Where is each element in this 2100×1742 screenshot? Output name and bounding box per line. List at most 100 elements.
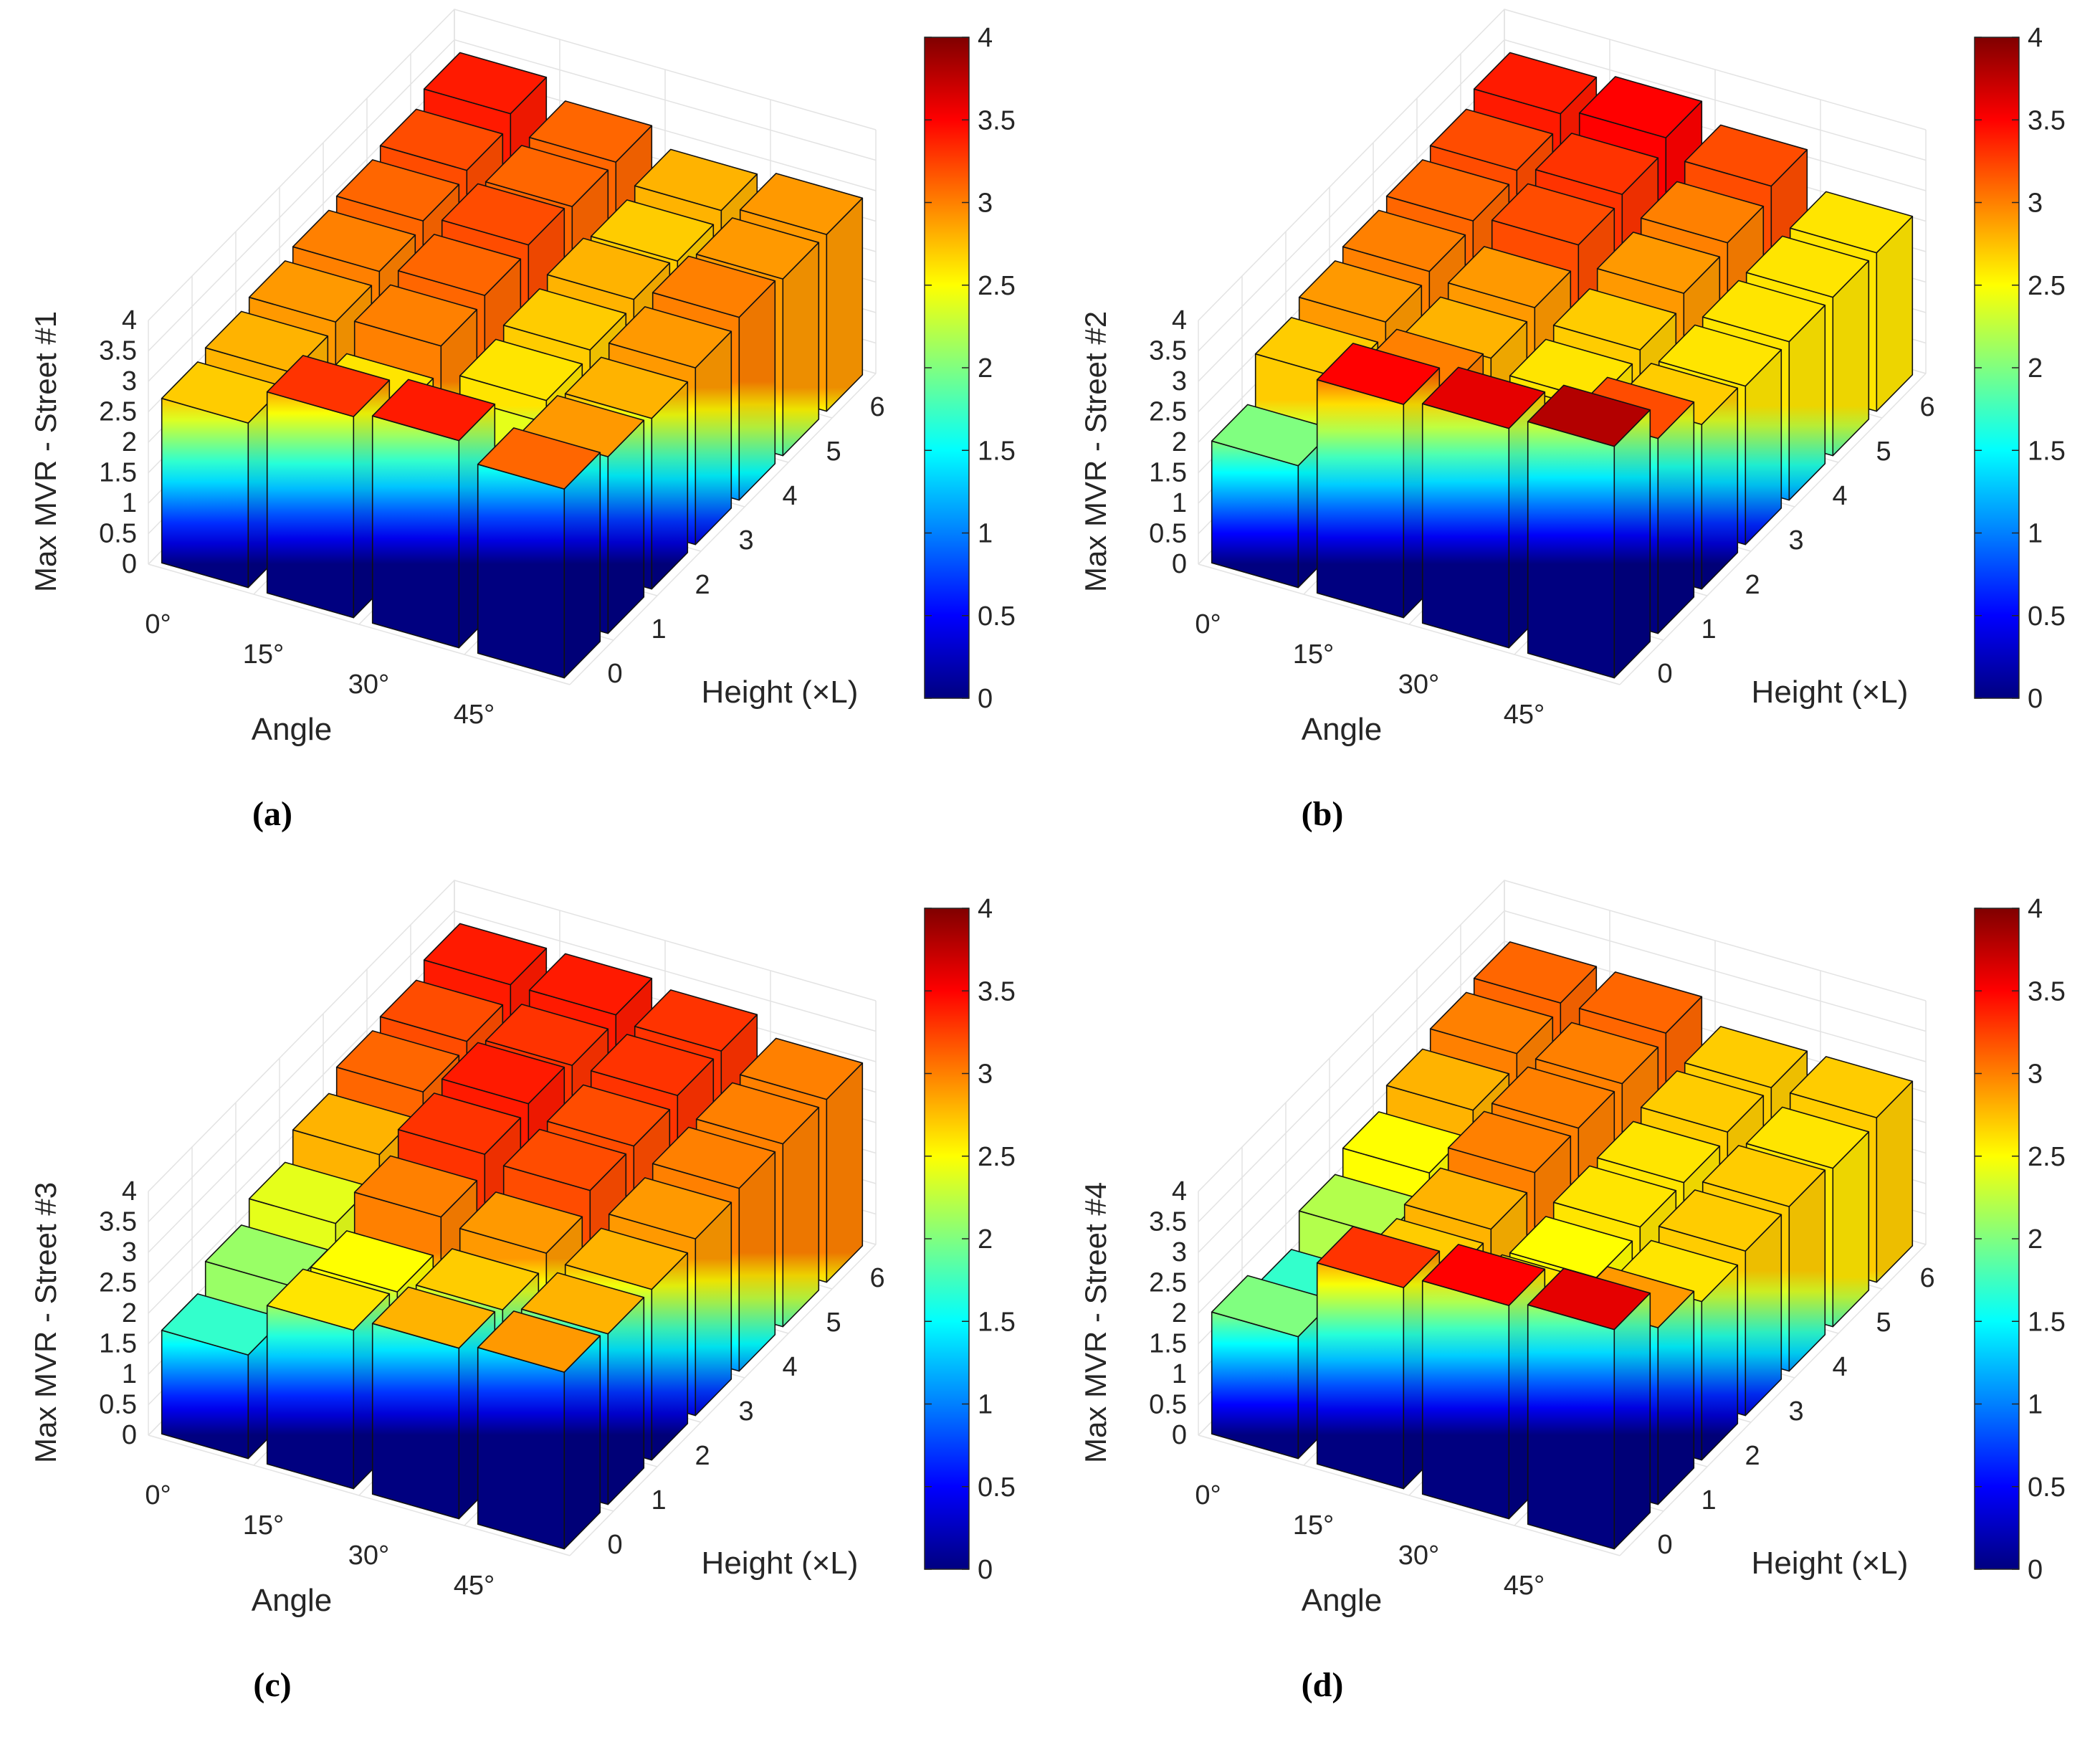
bar-top-face: [739, 173, 864, 235]
colorbar-tick-label: 3.5: [2028, 976, 2066, 1006]
colorbar-tick-label: 3.5: [978, 976, 1016, 1006]
y-tick-label: 6: [1920, 1263, 1935, 1293]
grid-line: [148, 563, 571, 685]
bar-top-face: [1578, 76, 1703, 138]
bar-front-face: [1527, 1304, 1615, 1550]
x-tick-label: 45°: [454, 1571, 495, 1601]
y-tick-label: 4: [783, 481, 798, 511]
bar: [371, 1286, 496, 1520]
bar-front-face: [1527, 421, 1615, 679]
z-tick-label: 3: [1172, 366, 1187, 396]
colorbar-tick-label: 0.5: [978, 1472, 1016, 1503]
bar-top-face: [528, 100, 653, 163]
bar-top-face: [266, 355, 391, 417]
z-tick-label: 2.5: [99, 397, 137, 427]
y-tick-label: 2: [1745, 570, 1760, 600]
bar-top-face: [1596, 232, 1721, 294]
y-tick-label: 2: [695, 1441, 710, 1471]
bar-top-face: [520, 1272, 645, 1335]
bar-top-face: [1429, 108, 1554, 171]
z-tick-label: 0: [1172, 549, 1187, 579]
bar-front-face: [371, 415, 460, 649]
x-tick-label: 15°: [1293, 1510, 1334, 1541]
bars: [161, 923, 864, 1550]
bar-front-face: [477, 463, 565, 679]
bar-side-face: [1613, 409, 1651, 679]
bar-top-face: [546, 237, 671, 300]
bar-top-face: [546, 1084, 671, 1147]
bar-top-face: [441, 1042, 565, 1105]
y-axis-label: Height (×L): [702, 675, 859, 710]
bar-top-face: [397, 1093, 522, 1155]
bar-front-face: [1421, 403, 1510, 649]
bar-top-face: [739, 1037, 864, 1100]
bar: [1527, 1267, 1651, 1550]
bar-top-face: [441, 183, 565, 246]
bar-side-face: [826, 1062, 864, 1283]
x-tick-label: 0°: [1195, 1480, 1221, 1510]
colorbar-tick-label: 0.5: [978, 601, 1016, 632]
y-tick-label: 5: [826, 437, 841, 467]
z-axis-label: Max MVR - Street #4: [1079, 1182, 1112, 1463]
bar-top-face: [1552, 1165, 1677, 1228]
bar-side-face: [607, 419, 645, 634]
z-tick-label: 1: [1172, 1359, 1187, 1389]
y-tick-label: 3: [1789, 525, 1804, 556]
z-tick-label: 4: [1172, 305, 1187, 335]
y-tick-label: 0: [1658, 659, 1673, 689]
bar-side-face: [563, 452, 601, 679]
z-tick-label: 3.5: [99, 1207, 137, 1237]
x-tick-label: 45°: [454, 700, 495, 730]
z-tick-label: 2: [122, 427, 137, 457]
y-tick-label: 2: [1745, 1441, 1760, 1471]
y-tick-label: 3: [739, 1396, 754, 1427]
y-tick-label: 5: [1876, 437, 1891, 467]
bar-top-face: [1789, 191, 1914, 254]
z-tick-label: 0.5: [1149, 1390, 1187, 1420]
colorbar-tick-label: 1: [978, 1390, 993, 1420]
bar-front-face: [266, 391, 355, 619]
panel-label: (a): [252, 795, 292, 833]
z-axis-label: Max MVR - Street #1: [29, 311, 62, 592]
bar-side-face: [738, 1151, 776, 1372]
z-tick-label: 0: [122, 1420, 137, 1450]
colorbar: 0 0.5 1 1.5 2 2.5 3 3.5 4: [1974, 23, 2066, 714]
bar-side-face: [782, 1106, 820, 1328]
bar-top-face: [477, 1310, 601, 1373]
panel-c: 0 0.5 1 1.5 2 2.5 3 3.5 4 0° 15° 30° 45° 0 1 2 3 4 5 6 Max M…: [0, 871, 1050, 1742]
panel-a: 0 0.5 1 1.5 2 2.5 3 3.5 4 0° 15° 30° 45° 0 1 2 3 4 5 6 Max M…: [0, 0, 1050, 871]
z-tick-label: 3: [1172, 1237, 1187, 1267]
panel-label: (c): [253, 1666, 292, 1704]
colorbar-tick-label: 3: [2028, 1060, 2043, 1090]
y-tick-label: 5: [826, 1308, 841, 1338]
bar-top-face: [1702, 280, 1826, 343]
colorbar-tick-label: 1: [2028, 1390, 2043, 1420]
z-tick-label: 0: [1172, 1420, 1187, 1450]
x-tick-label: 30°: [1398, 670, 1439, 700]
y-axis-label: Height (×L): [702, 1546, 859, 1581]
z-tick-label: 0.5: [99, 519, 137, 549]
bar-top-face: [1473, 52, 1598, 115]
x-tick-label: 45°: [1504, 1571, 1545, 1601]
grid-line: [1198, 1434, 1621, 1556]
bar-top-face: [695, 1082, 820, 1145]
bar-top-face: [564, 356, 689, 419]
bar: [1316, 343, 1441, 619]
bar-side-face: [1657, 401, 1695, 634]
bar-top-face: [1640, 181, 1765, 244]
z-tick-label: 1.5: [1149, 1329, 1187, 1359]
colorbar-bar: [924, 908, 970, 1570]
y-tick-label: 5: [1876, 1308, 1891, 1338]
bar-top-face: [485, 1004, 609, 1066]
z-tick-label: 2: [1172, 427, 1187, 457]
bar-top-face: [1552, 288, 1677, 351]
z-tick-label: 3.5: [1149, 1207, 1187, 1237]
bar: [477, 427, 601, 679]
bar-top-face: [695, 217, 820, 280]
bar: [1211, 1275, 1335, 1460]
